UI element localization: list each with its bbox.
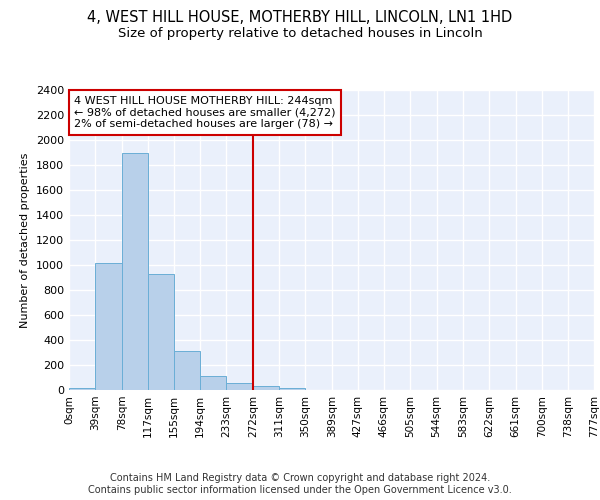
Bar [69,388,95,390]
Bar [253,386,279,390]
Text: 4, WEST HILL HOUSE, MOTHERBY HILL, LINCOLN, LN1 1HD: 4, WEST HILL HOUSE, MOTHERBY HILL, LINCO… [88,10,512,25]
Bar [95,262,122,390]
Bar [122,152,148,390]
Bar [148,274,174,390]
Bar [200,376,226,390]
Text: 4 WEST HILL HOUSE MOTHERBY HILL: 244sqm
← 98% of detached houses are smaller (4,: 4 WEST HILL HOUSE MOTHERBY HILL: 244sqm … [74,96,336,129]
Text: Size of property relative to detached houses in Lincoln: Size of property relative to detached ho… [118,28,482,40]
Bar [279,388,305,390]
Text: Contains HM Land Registry data © Crown copyright and database right 2024.
Contai: Contains HM Land Registry data © Crown c… [88,474,512,495]
Bar [226,383,253,390]
Y-axis label: Number of detached properties: Number of detached properties [20,152,31,328]
Bar [174,351,200,390]
